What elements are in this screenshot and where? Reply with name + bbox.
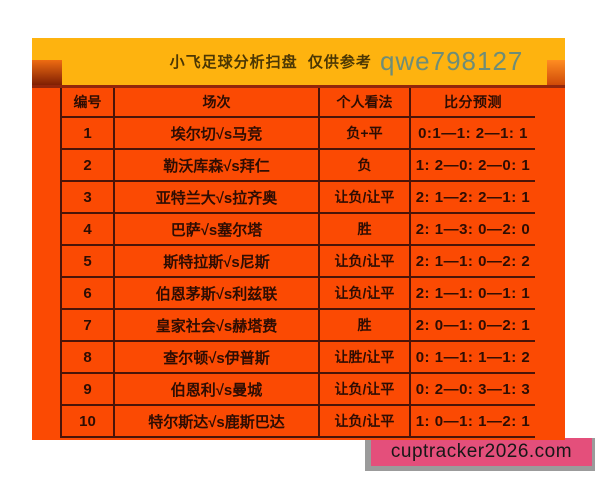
right-corner-decoration [547,60,565,85]
cell-score: 2: 1—1: 0—1: 1 [409,278,535,310]
cell-match: 埃尔切√s马竞 [113,118,318,150]
cell-match: 查尔顿√s伊普斯 [113,342,318,374]
site-watermark-text: cuptracker2026.com [390,441,573,462]
cell-no: 3 [60,182,113,214]
cell-opinion: 让负/让平 [318,278,409,310]
cell-no: 8 [60,342,113,374]
cell-opinion: 让负/让平 [318,182,409,214]
cell-match: 斯特拉斯√s尼斯 [113,246,318,278]
title-banner-content: 小飞足球分析扫盘 仅供参考 qwe798127 [170,46,524,77]
table-row: 1 埃尔切√s马竞 负+平 0:1—1: 2—1: 1 [60,118,535,150]
cell-match: 皇家社会√s赫塔费 [113,310,318,342]
cell-no: 10 [60,406,113,438]
table-header-row: 编号 场次 个人看法 比分预测 [60,88,535,118]
table-grid: 编号 场次 个人看法 比分预测 1 埃尔切√s马竞 负+平 0:1—1: 2—1: 1… [60,88,535,438]
cell-match: 伯恩茅斯√s利兹联 [113,278,318,310]
table-row: 3 亚特兰大√s拉齐奥 让负/让平 2: 1—2: 2—1: 1 [60,182,535,214]
left-corner-decoration [32,60,62,85]
table-row: 5 斯特拉斯√s尼斯 让负/让平 2: 1—1: 0—2: 2 [60,246,535,278]
column-header-prediction: 比分预测 [409,88,535,118]
cell-opinion: 负+平 [318,118,409,150]
column-header-match: 场次 [113,88,318,118]
contact-watermark: qwe798127 [379,46,524,76]
cell-match: 伯恩利√s曼城 [113,374,318,406]
site-watermark-banner: cuptracker2026.com [365,438,595,471]
cell-no: 6 [60,278,113,310]
column-header-opinion: 个人看法 [318,88,409,118]
cell-score: 0: 1—1: 1—1: 2 [409,342,535,374]
column-header-number: 编号 [60,88,113,118]
cell-opinion: 让胜/让平 [318,342,409,374]
cell-opinion: 胜 [318,310,409,342]
cell-score: 2: 0—1: 0—2: 1 [409,310,535,342]
table-rows: 1 埃尔切√s马竞 负+平 0:1—1: 2—1: 1 2 勒沃库森√s拜仁负 1: 2—0… [60,118,535,438]
cell-match: 巴萨√s塞尔塔 [113,214,318,246]
table-row: 6 伯恩茅斯√s利兹联 让负/让平 2: 1—1: 0—1: 1 [60,278,535,310]
cell-opinion: 胜 [318,214,409,246]
cell-score: 2: 1—2: 2—1: 1 [409,182,535,214]
cell-score: 1: 2—0: 2—0: 1 [409,150,535,182]
cell-no: 2 [60,150,113,182]
cell-score: 0:1—1: 2—1: 1 [409,118,535,150]
cell-no: 9 [60,374,113,406]
cell-opinion: 负 [318,150,409,182]
table-row: 7 皇家社会√s赫塔费胜 2: 0—1: 0—2: 1 [60,310,535,342]
cell-score: 2: 1—1: 0—2: 2 [409,246,535,278]
prediction-table: 编号 场次 个人看法 比分预测 1 埃尔切√s马竞 负+平 0:1—1: 2—1: 1… [32,85,565,440]
table-row: 2 勒沃库森√s拜仁负 1: 2—0: 2—0: 1 [60,150,535,182]
cell-opinion: 让负/让平 [318,406,409,438]
cell-match: 亚特兰大√s拉齐奥 [113,182,318,214]
cell-score: 0: 2—0: 3—1: 3 [409,374,535,406]
cell-opinion: 让负/让平 [318,374,409,406]
cell-no: 4 [60,214,113,246]
cell-score: 2: 1—3: 0—2: 0 [409,214,535,246]
cell-match: 勒沃库森√s拜仁 [113,150,318,182]
title-banner: 小飞足球分析扫盘 仅供参考 qwe798127 [32,38,565,85]
table-row: 9 伯恩利√s曼城 让负/让平 0: 2—0: 3—1: 3 [60,374,535,406]
cell-no: 5 [60,246,113,278]
cell-match: 特尔斯达√s鹿斯巴达 [113,406,318,438]
cell-opinion: 让负/让平 [318,246,409,278]
table-row: 10 特尔斯达√s鹿斯巴达 让负/让平 1: 0—1: 1—2: 1 [60,406,535,438]
site-watermark-fill: cuptracker2026.com [371,438,592,466]
cell-no: 1 [60,118,113,150]
cell-score: 1: 0—1: 1—2: 1 [409,406,535,438]
table-row: 8 查尔顿√s伊普斯 让胜/让平 0: 1—1: 1—1: 2 [60,342,535,374]
cell-no: 7 [60,310,113,342]
table-row: 4 巴萨√s塞尔塔胜 2: 1—3: 0—2: 0 [60,214,535,246]
page-title: 小飞足球分析扫盘 仅供参考 [169,54,372,71]
